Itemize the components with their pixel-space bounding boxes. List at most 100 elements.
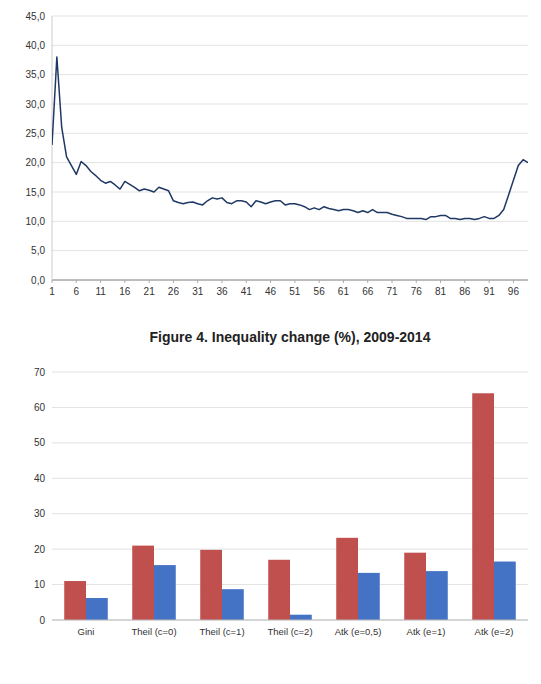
x-tick [464, 280, 465, 283]
y-tick-labels: 0,05,010,015,020,025,030,035,040,045,0 [26, 11, 46, 286]
y-tick-label: 50 [34, 437, 46, 448]
grid-line [52, 513, 528, 514]
x-tick [197, 280, 198, 283]
y-tick-label: 40 [34, 473, 46, 484]
x-tick [173, 280, 174, 283]
x-tick-label: Gini [78, 626, 95, 637]
y-tick-label: 10 [34, 579, 46, 590]
x-tick-label: 56 [314, 286, 326, 297]
bar [132, 546, 154, 620]
grid-line [52, 620, 528, 621]
x-tick [246, 280, 247, 283]
grid-line [52, 104, 528, 105]
grid-line [52, 407, 528, 408]
plot-data [64, 393, 516, 620]
x-tick [270, 280, 271, 283]
y-tick-label: 20 [34, 544, 46, 555]
grid-line [52, 162, 528, 163]
y-tick-label: 30 [34, 508, 46, 519]
y-tick-label: 60 [34, 402, 46, 413]
grid-line [52, 549, 528, 550]
y-grid [52, 372, 528, 620]
x-tick [343, 280, 344, 283]
x-tick-label: Theil (c=0) [131, 626, 176, 637]
x-tick [440, 280, 441, 283]
bar [290, 615, 312, 620]
x-tick [52, 280, 53, 283]
line-chart: 0,05,010,015,020,025,030,035,040,045,016… [26, 11, 528, 298]
x-tick-label: 76 [411, 286, 423, 297]
x-tick-label: 86 [459, 286, 471, 297]
grid-line [52, 280, 528, 281]
x-tick-label: 31 [192, 286, 204, 297]
y-tick-label: 10,0 [26, 216, 46, 227]
x-tick-label: 21 [144, 286, 156, 297]
y-tick-labels: 0 10 20 30 40 50 60 70 [34, 367, 46, 626]
grid-line [52, 74, 528, 75]
x-tick [149, 280, 150, 283]
x-tick-labels: GiniTheil (c=0)Theil (c=1)Theil (c=2)Atk… [78, 626, 514, 637]
x-tick-label: 36 [216, 286, 228, 297]
x-tick-label: 81 [435, 286, 447, 297]
data-line [52, 57, 528, 220]
x-tick-label: 96 [508, 286, 520, 297]
bar [64, 581, 86, 620]
bar [200, 550, 222, 620]
bar [154, 565, 176, 620]
bar [222, 589, 244, 620]
x-tick-label: Theil (c=1) [199, 626, 244, 637]
grid-line [52, 478, 528, 479]
x-tick-label: 26 [168, 286, 180, 297]
bar [426, 571, 448, 620]
x-tick-label: 6 [74, 286, 80, 297]
bar [494, 562, 516, 620]
x-tick-label: 1 [49, 286, 55, 297]
y-axis-line [52, 16, 53, 280]
x-tick-label: Atk (e=2) [475, 626, 514, 637]
grid-line [52, 372, 528, 373]
y-tick-label: 35,0 [26, 69, 46, 80]
x-tick-label: 46 [265, 286, 277, 297]
grid-line [52, 221, 528, 222]
x-tick [319, 280, 320, 283]
y-tick-label: 20,0 [26, 157, 46, 168]
x-tick [392, 280, 393, 283]
bar [358, 573, 380, 620]
x-tick-label: Atk (e=1) [407, 626, 446, 637]
y-tick-label: 15,0 [26, 187, 46, 198]
bar-series [86, 562, 516, 620]
grid-line [52, 133, 528, 134]
x-tick-label: 51 [289, 286, 301, 297]
x-tick [222, 280, 223, 283]
x-axis-line [52, 620, 528, 621]
x-tick [294, 280, 295, 283]
x-tick-label: Atk (e=0,5) [335, 626, 382, 637]
x-tick [416, 280, 417, 283]
y-grid [52, 16, 528, 280]
y-tick-label: 30,0 [26, 99, 46, 110]
x-tick-label: 16 [119, 286, 131, 297]
y-tick-label: 25,0 [26, 128, 46, 139]
bar-chart: Figure 4. Inequality change (%), 2009-20… [34, 329, 528, 637]
y-tick-label: 5,0 [31, 245, 45, 256]
x-tick-label: 41 [241, 286, 253, 297]
y-tick-label: 0 [39, 615, 45, 626]
x-axis-line [52, 280, 528, 281]
grid-line [52, 45, 528, 46]
bar [268, 560, 290, 620]
x-tick-label: 66 [362, 286, 374, 297]
x-tick [513, 280, 514, 283]
bar [86, 598, 108, 620]
x-tick-label: 61 [338, 286, 350, 297]
x-tick [100, 280, 101, 283]
y-tick-label: 40,0 [26, 40, 46, 51]
y-tick-label: 70 [34, 367, 46, 378]
plot-data [52, 57, 528, 220]
grid-line [52, 250, 528, 251]
x-tick [489, 280, 490, 283]
bar [472, 393, 494, 620]
bar [404, 553, 426, 620]
x-tick-label: 71 [386, 286, 398, 297]
bar [336, 538, 358, 620]
y-tick-label: 0,0 [31, 275, 45, 286]
